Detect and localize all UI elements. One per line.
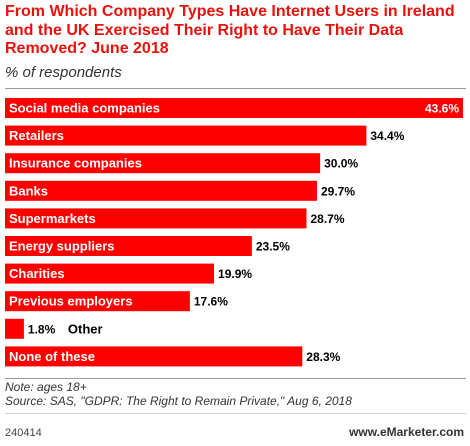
bar-other [5, 318, 24, 339]
chart-source: Source: SAS, "GDPR: The Right to Remain … [5, 394, 352, 408]
value-label-social-media-companies: 43.6% [425, 102, 459, 116]
chart-note: Note: ages 18+ [5, 380, 87, 394]
value-label-none-of-these: 28.3% [306, 350, 340, 364]
category-label-supermarkets: Supermarkets [9, 211, 96, 226]
chart-id: 240414 [5, 427, 42, 439]
category-label-retailers: Retailers [9, 128, 64, 143]
category-label-banks: Banks [9, 183, 48, 198]
chart-subtitle: % of respondents [5, 64, 122, 81]
value-label-energy-suppliers: 23.5% [256, 240, 290, 254]
category-label-charities: Charities [9, 266, 65, 281]
bar-retailers [5, 125, 367, 146]
value-label-insurance-companies: 30.0% [324, 157, 358, 171]
category-label-social-media-companies: Social media companies [9, 101, 160, 116]
bar-insurance-companies [5, 153, 321, 174]
value-label-other: 1.8% [28, 322, 56, 336]
value-label-previous-employers: 17.6% [194, 295, 228, 309]
category-label-insurance-companies: Insurance companies [9, 156, 142, 171]
value-label-banks: 29.7% [321, 184, 355, 198]
chart-title: From Which Company Types Have Internet U… [5, 3, 455, 57]
category-label-previous-employers: Previous employers [9, 294, 133, 309]
category-label-energy-suppliers: Energy suppliers [9, 239, 114, 254]
bar-banks [5, 180, 317, 201]
bar-supermarkets [5, 208, 307, 229]
bar-energy-suppliers [5, 236, 252, 256]
value-label-supermarkets: 28.7% [310, 212, 344, 226]
bar-none-of-these [5, 346, 303, 367]
category-label-none-of-these: None of these [9, 349, 95, 364]
bar-social-media-companies [5, 98, 463, 118]
bar-previous-employers [5, 291, 190, 312]
bottom-rule [5, 378, 466, 379]
footer-divider [5, 413, 466, 414]
value-label-retailers: 34.4% [370, 129, 404, 143]
bar-charities [5, 263, 215, 284]
category-label-other: Other [68, 321, 103, 336]
value-label-charities: 19.9% [218, 267, 252, 281]
top-rule [5, 88, 466, 89]
brand-logo[interactable]: www.eMarketer.com [349, 425, 464, 439]
